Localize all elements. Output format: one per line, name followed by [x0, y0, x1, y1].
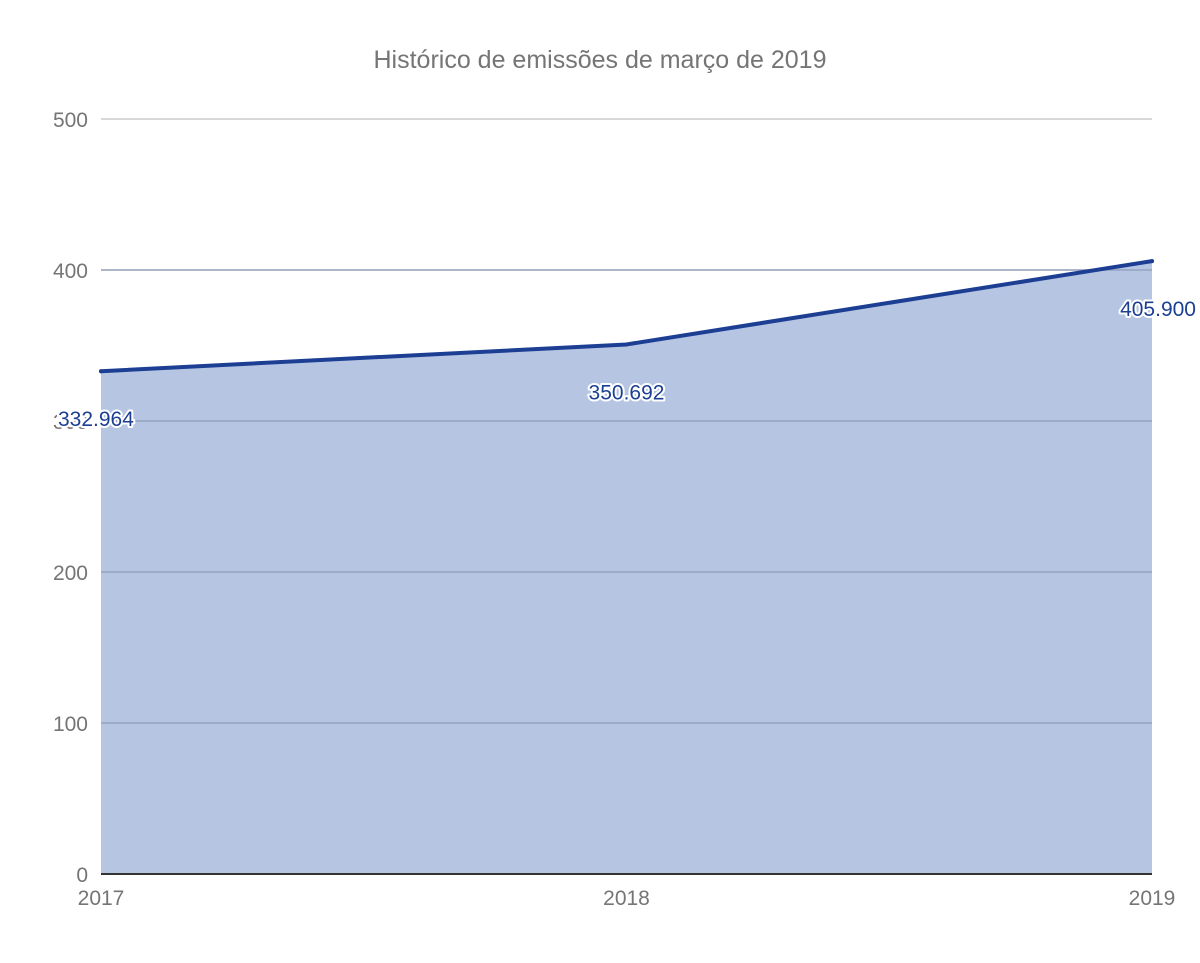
- data-label: 405.900: [1120, 298, 1196, 321]
- data-labels: 332.964 350.692 405.900: [56, 296, 1198, 433]
- data-point: [624, 342, 629, 347]
- y-tick-label: 100: [53, 713, 88, 736]
- x-tick-label: 2018: [603, 887, 650, 910]
- y-tick-label: 400: [53, 260, 88, 283]
- x-tick-label: 2017: [78, 887, 125, 910]
- y-tick-label: 300: [53, 411, 88, 434]
- x-tick-label: 2019: [1129, 887, 1176, 910]
- data-point: [1150, 259, 1154, 264]
- series-area-fill: [101, 261, 1152, 874]
- axes: 0 100 200 300 400 500 2017 2018 2019: [53, 109, 1175, 910]
- y-tick-label: 500: [53, 109, 88, 132]
- chart-title: Histórico de emissões de março de 2019: [373, 46, 826, 74]
- y-tick-label: 200: [53, 562, 88, 585]
- series-area: [99, 259, 1154, 874]
- data-label: 332.964: [58, 408, 134, 431]
- data-label: 350.692: [589, 381, 665, 404]
- y-tick-label: 0: [76, 864, 88, 887]
- data-point: [99, 369, 103, 374]
